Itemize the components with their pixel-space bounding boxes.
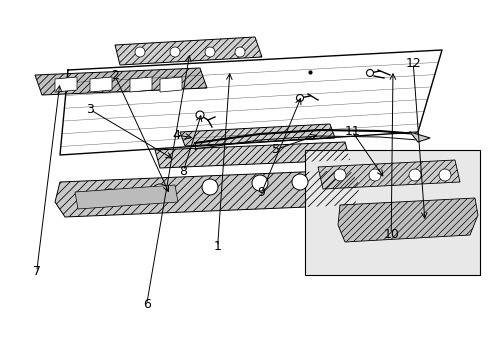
Polygon shape	[180, 124, 334, 146]
Circle shape	[196, 111, 203, 119]
Circle shape	[251, 175, 267, 191]
Polygon shape	[130, 77, 152, 92]
Polygon shape	[55, 170, 359, 217]
Polygon shape	[317, 160, 459, 189]
Circle shape	[438, 169, 450, 181]
Text: 7: 7	[33, 265, 41, 278]
Bar	[305, 150, 479, 275]
Polygon shape	[155, 142, 349, 168]
Text: 4: 4	[172, 129, 180, 141]
Circle shape	[135, 47, 145, 57]
Polygon shape	[115, 37, 262, 65]
Polygon shape	[337, 198, 477, 242]
Text: 8: 8	[179, 165, 187, 177]
Text: 2: 2	[111, 69, 119, 82]
Polygon shape	[35, 68, 206, 95]
Circle shape	[366, 69, 373, 77]
Circle shape	[235, 47, 244, 57]
Circle shape	[333, 169, 346, 181]
Text: 6: 6	[142, 298, 150, 311]
Circle shape	[204, 47, 215, 57]
Circle shape	[102, 189, 118, 205]
Text: 5: 5	[272, 143, 280, 156]
Circle shape	[291, 174, 307, 190]
Circle shape	[152, 184, 168, 200]
Polygon shape	[409, 132, 429, 142]
Circle shape	[202, 179, 218, 195]
Circle shape	[408, 169, 420, 181]
Polygon shape	[90, 77, 112, 92]
Text: 11: 11	[344, 125, 359, 138]
Text: 1: 1	[213, 240, 221, 253]
Polygon shape	[160, 77, 182, 92]
Polygon shape	[75, 185, 178, 209]
Text: 10: 10	[383, 228, 398, 240]
Text: 12: 12	[405, 57, 420, 69]
Circle shape	[170, 47, 180, 57]
Circle shape	[368, 169, 380, 181]
Text: 9: 9	[257, 186, 265, 199]
Polygon shape	[55, 77, 77, 92]
Text: 3: 3	[86, 103, 94, 116]
Circle shape	[296, 94, 303, 102]
